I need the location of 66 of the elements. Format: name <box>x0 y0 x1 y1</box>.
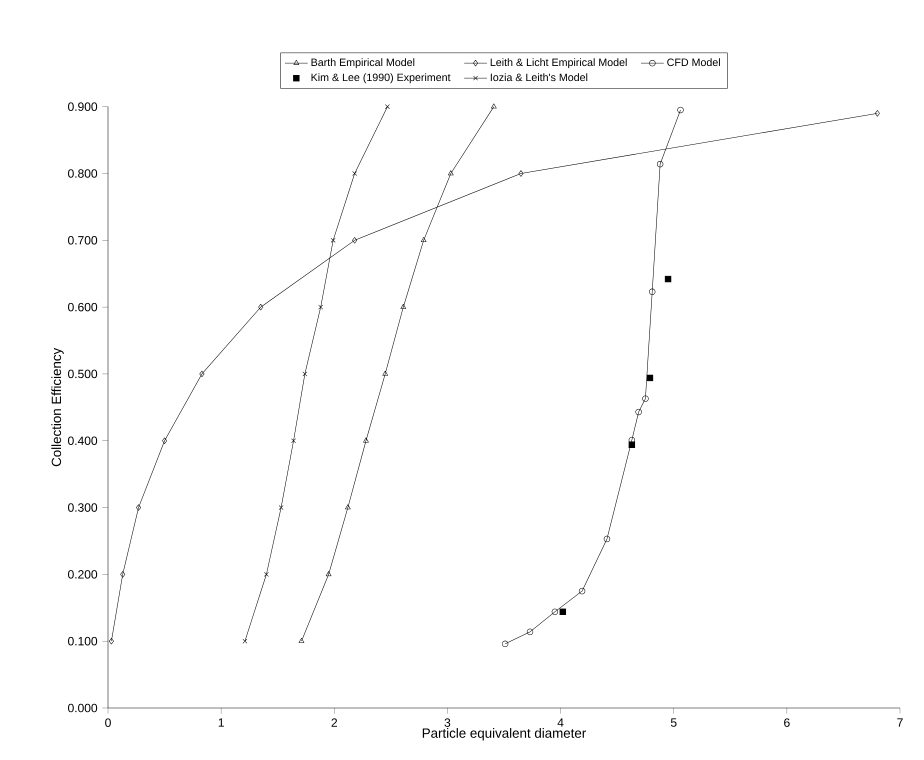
point <box>278 505 284 510</box>
point <box>420 237 426 242</box>
point <box>646 374 654 382</box>
point <box>677 106 684 114</box>
point <box>635 408 642 416</box>
point <box>302 372 308 376</box>
point <box>330 238 336 243</box>
point <box>526 628 534 636</box>
point <box>108 638 114 644</box>
y-tick-label: 0.400 <box>68 436 98 445</box>
point <box>242 638 248 644</box>
point <box>136 504 142 511</box>
x-tick-label: 5 <box>670 718 677 727</box>
point <box>345 504 351 510</box>
point <box>552 608 558 615</box>
point <box>291 438 296 444</box>
point <box>258 304 264 310</box>
point <box>628 442 636 448</box>
point <box>604 536 610 542</box>
y-tick-label: 0.800 <box>68 169 98 178</box>
point <box>298 638 304 643</box>
x-tick-label: 1 <box>218 718 224 727</box>
point <box>318 304 324 310</box>
y-tick-label: 0.600 <box>68 302 98 312</box>
y-tick-label: 0.700 <box>68 236 98 245</box>
point <box>120 571 126 578</box>
legend-label: Barth Empirical Model <box>312 58 414 68</box>
point <box>560 608 566 615</box>
y-tick-label: 0.000 <box>68 704 98 712</box>
point <box>326 571 332 576</box>
legend-label: Iozia & Leith's Model <box>490 73 588 82</box>
point <box>264 572 269 577</box>
point <box>352 171 357 176</box>
point <box>382 370 388 376</box>
legend-label: Leith & Licht Empirical Model <box>490 58 627 68</box>
x-axis-title: Particle equivalent diameter <box>422 728 586 740</box>
point <box>502 640 508 648</box>
y-axis-title: Collection Efficiency <box>51 348 64 466</box>
x-tick-label: 3 <box>444 718 450 727</box>
x-tick-label: 0 <box>105 718 111 727</box>
x-tick-label: 7 <box>897 718 903 727</box>
point <box>162 438 168 444</box>
y-tick-label: 0.100 <box>68 636 98 646</box>
point <box>400 304 406 309</box>
legend-label: Kim & Lee (1990) Experiment <box>312 73 450 84</box>
x-tick-label: 6 <box>784 718 790 727</box>
x-tick-label: 2 <box>332 718 338 727</box>
point <box>578 588 586 594</box>
point <box>352 237 358 244</box>
y-tick-label: 0.200 <box>68 570 98 579</box>
legend-label: CFD Model <box>667 58 720 66</box>
x-tick-label: 4 <box>558 718 564 727</box>
point <box>642 395 649 402</box>
point <box>656 160 664 168</box>
point <box>664 276 672 282</box>
point <box>448 170 454 176</box>
point <box>518 170 524 177</box>
y-tick-label: 0.900 <box>68 102 98 111</box>
point <box>491 103 497 108</box>
point <box>874 110 880 117</box>
point <box>649 288 656 295</box>
point <box>199 370 204 378</box>
point <box>385 104 390 110</box>
y-tick-label: 0.500 <box>68 370 98 378</box>
y-tick-label: 0.300 <box>68 503 98 512</box>
point <box>363 438 369 442</box>
